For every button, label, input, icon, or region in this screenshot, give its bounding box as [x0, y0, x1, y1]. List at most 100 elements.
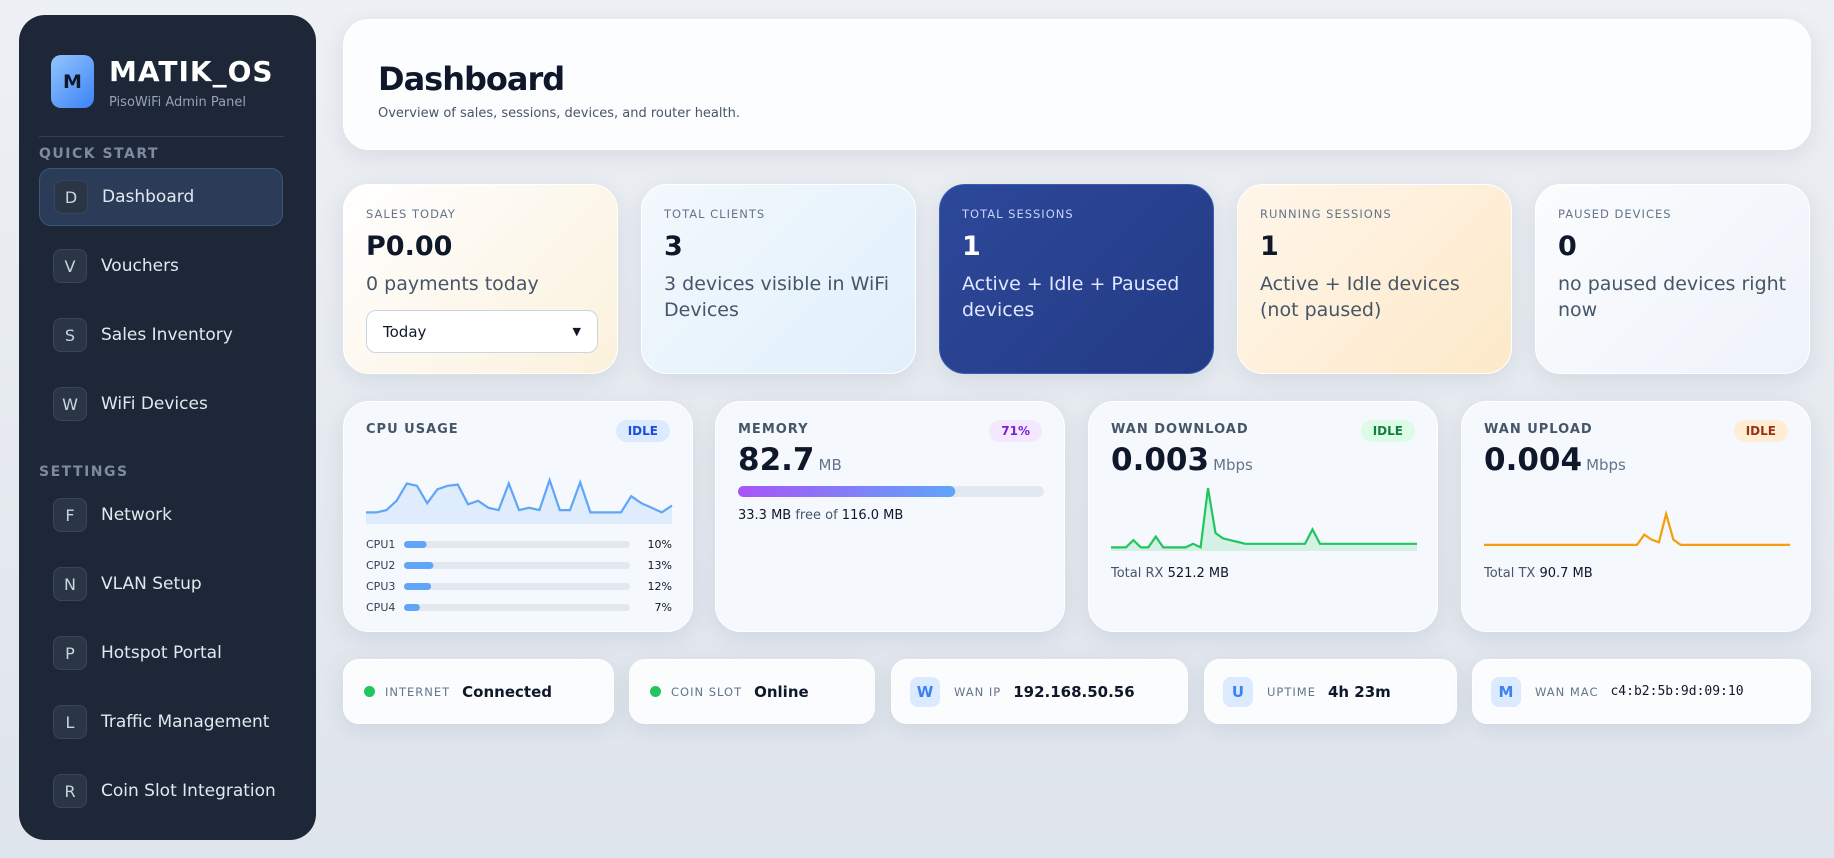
status-chip: INTERNET Connected — [343, 659, 614, 724]
unit: Mbps — [1213, 456, 1253, 474]
memory-card: MEMORY 71% 82.7 MB 33.3 MB free of 116.0 … — [715, 401, 1065, 632]
sparkline — [1484, 509, 1790, 546]
stat-label: SALES TODAY — [366, 207, 456, 221]
nav-label: VLAN Setup — [101, 574, 202, 594]
nav-item[interactable]: F Network — [39, 486, 283, 544]
stat-card: SALES TODAY P0.00 0 payments today Today ▼ — [343, 184, 618, 374]
header: Dashboard Overview of sales, sessions, d… — [343, 19, 1811, 150]
stat-value: 1 — [962, 231, 981, 262]
stat-note: 0 payments today — [366, 273, 539, 295]
core-track — [404, 541, 630, 548]
total-label: Total TX — [1484, 566, 1536, 581]
status-chip: W WAN IP 192.168.50.56 — [891, 659, 1188, 724]
chip-value: Connected — [462, 682, 552, 701]
stat-note: Active + Idle devices (not paused) — [1260, 273, 1460, 321]
status-chip: U UPTIME 4h 23m — [1204, 659, 1457, 724]
page-subtitle: Overview of sales, sessions, devices, an… — [378, 106, 740, 121]
divider — [39, 136, 284, 137]
section-title: QUICK START — [39, 146, 160, 162]
nav-label: Sales Inventory — [101, 325, 233, 345]
chip-label: WAN IP — [954, 684, 1002, 699]
chip-value: Online — [754, 682, 809, 701]
stat-card: TOTAL CLIENTS 3 3 devices visible in WiFi … — [641, 184, 916, 374]
chip-icon: M — [1491, 676, 1521, 707]
stat-note: Active + Idle + Paused devices — [962, 273, 1180, 321]
status-chip: COIN SLOT Online — [629, 659, 875, 724]
nav-item[interactable]: W WiFi Devices — [39, 375, 283, 433]
label: MEMORY — [738, 422, 809, 437]
status-dot — [364, 686, 375, 697]
free-of: free of — [795, 508, 838, 523]
memory-value: 82.7 — [738, 442, 815, 478]
nav-label: Vouchers — [101, 256, 179, 276]
value: 0.004 Mbps — [1484, 442, 1626, 478]
free: 33.3 MB — [738, 508, 792, 523]
nav-icon: L — [53, 705, 87, 739]
memory-fill — [738, 486, 956, 497]
memory-bar — [738, 486, 1044, 497]
cpu-chart: CPU1 10% CPU2 13% CPU3 12% CPU4 7% — [366, 476, 673, 614]
chip-label: WAN MAC — [1535, 684, 1599, 699]
core-bar — [404, 583, 432, 590]
upload-card: WAN UPLOAD IDLE 0.004 Mbps Total TX 90.7 … — [1461, 401, 1811, 632]
total-label: Total RX — [1111, 566, 1164, 581]
nav-item[interactable]: D Dashboard — [39, 168, 283, 226]
nav-icon: R — [53, 774, 87, 808]
sparkline-area — [1111, 488, 1417, 551]
chip-label: INTERNET — [385, 684, 451, 699]
core-usage: 7% — [655, 601, 672, 614]
nav-label: Hotspot Portal — [101, 643, 222, 663]
chip-value: 192.168.50.56 — [1013, 682, 1135, 701]
status-chip: M WAN MAC c4:b2:5b:9d:09:10 — [1472, 659, 1811, 724]
badge: IDLE — [1733, 420, 1788, 442]
stat-card: TOTAL SESSIONS 1 Active + Idle + Paused de… — [939, 184, 1214, 374]
stat-value: 0 — [1558, 231, 1577, 262]
chip-value: c4:b2:5b:9d:09:10 — [1610, 684, 1744, 699]
core-usage: 12% — [648, 580, 672, 593]
label: WAN DOWNLOAD — [1111, 422, 1249, 437]
total: 116.0 MB — [841, 508, 904, 523]
nav-item[interactable]: L Traffic Management — [39, 693, 283, 751]
sparkline — [1111, 487, 1417, 550]
stat-card: PAUSED DEVICES 0 no paused devices right n… — [1535, 184, 1810, 374]
upload-value: 0.004 — [1484, 442, 1583, 478]
stat-label: TOTAL SESSIONS — [962, 207, 1074, 221]
status-dot — [650, 686, 661, 697]
chip-label: UPTIME — [1267, 684, 1316, 699]
core-track — [404, 583, 630, 590]
upload-chart — [1484, 509, 1790, 546]
nav-item[interactable]: V Vouchers — [39, 237, 283, 295]
nav-item[interactable]: N VLAN Setup — [39, 555, 283, 613]
nav-label: Dashboard — [102, 187, 195, 207]
core-track — [404, 604, 630, 611]
sidebar: M MATIK_OS PisoWiFi Admin Panel QUICK ST… — [19, 15, 316, 840]
sparkline — [366, 476, 673, 514]
period-select[interactable]: Today ▼ — [366, 310, 598, 353]
nav-icon: W — [53, 387, 87, 421]
memory-footer: 33.3 MB free of 116.0 MB — [738, 508, 903, 523]
page-title: Dashboard — [378, 60, 565, 98]
nav-item[interactable]: S Sales Inventory — [39, 306, 283, 364]
chip-label: COIN SLOT — [671, 684, 743, 699]
stat-label: RUNNING SESSIONS — [1260, 207, 1392, 221]
stat-label: PAUSED DEVICES — [1558, 207, 1672, 221]
total: Total TX 90.7 MB — [1484, 566, 1593, 581]
label: CPU USAGE — [366, 422, 459, 437]
chip-icon: U — [1223, 676, 1253, 707]
core-name: CPU4 — [366, 601, 395, 614]
nav-label: Traffic Management — [101, 712, 270, 732]
total-value: 521.2 MB — [1167, 566, 1230, 581]
download-chart — [1111, 487, 1417, 551]
chip-icon: W — [910, 676, 940, 707]
nav-item[interactable]: R Coin Slot Integration — [39, 762, 283, 820]
total: Total RX 521.2 MB — [1111, 566, 1229, 581]
stat-note: 3 devices visible in WiFi Devices — [664, 273, 890, 321]
sparkline-area — [366, 480, 672, 524]
stat-note: no paused devices right now — [1558, 273, 1787, 321]
unit: MB — [818, 456, 842, 474]
cpu-card: CPU USAGE IDLE CPU1 10% CPU2 13% CPU3 12% CPU4… — [343, 401, 693, 632]
nav-item[interactable]: P Hotspot Portal — [39, 624, 283, 682]
download-value: 0.003 — [1111, 442, 1210, 478]
download-card: WAN DOWNLOAD IDLE 0.003 Mbps Total RX 521… — [1088, 401, 1438, 632]
